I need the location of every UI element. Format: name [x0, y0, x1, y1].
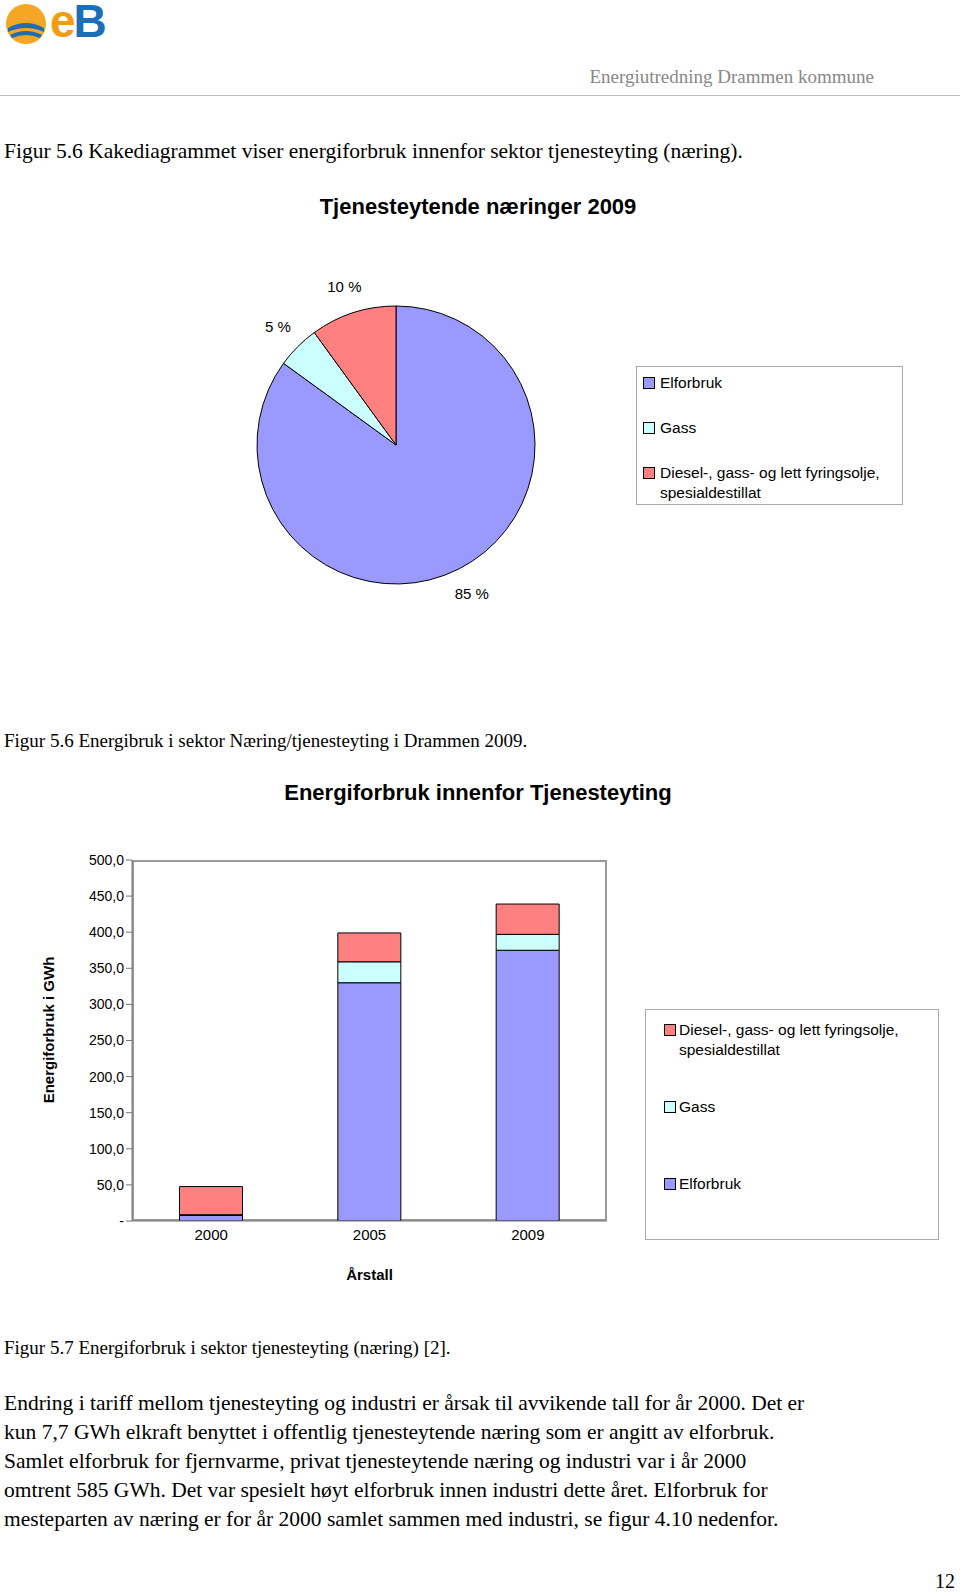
html-text:Årstall: Årstall — [346, 1266, 393, 1283]
svg-text:150,0: 150,0 — [89, 1105, 124, 1121]
html-text:Samlet elforbruk for fjernvarm: Samlet elforbruk for fjernvarme, privat … — [4, 1449, 747, 1473]
svg-text:200,0: 200,0 — [89, 1069, 124, 1085]
svg-text:2000: 2000 — [194, 1226, 227, 1243]
svg-text:250,0: 250,0 — [89, 1032, 124, 1048]
svg-text:300,0: 300,0 — [89, 996, 124, 1012]
svg-text:350,0: 350,0 — [89, 960, 124, 976]
svg-text:10 %: 10 % — [327, 278, 361, 295]
html-text:Figur 5.6 Kakediagrammet viser: Figur 5.6 Kakediagrammet viser energifor… — [4, 139, 743, 163]
html-text:Energiutredning Drammen kommun: Energiutredning Drammen kommune — [589, 66, 874, 87]
svg-text:50,0: 50,0 — [97, 1177, 124, 1193]
svg-text:450,0: 450,0 — [89, 888, 124, 904]
html-text:Figur 5.7 Energiforbruk i sekt: Figur 5.7 Energiforbruk i sektor tjenest… — [4, 1337, 451, 1358]
html-text:Elforbruk: Elforbruk — [679, 1175, 741, 1192]
html-text:Energiforbruk innenfor Tjenest: Energiforbruk innenfor Tjenesteyting — [284, 780, 672, 805]
html-text:mesteparten av næring er for å: mesteparten av næring er for år 2000 sam… — [4, 1507, 779, 1531]
svg-text:85 %: 85 % — [455, 585, 489, 602]
svg-text:400,0: 400,0 — [89, 924, 124, 940]
svg-text:2005: 2005 — [353, 1226, 386, 1243]
html-text:Diesel-, gass- og lett fyrings: Diesel-, gass- og lett fyringsolje, spes… — [660, 464, 880, 501]
html-text:omtrent 585 GWh. Det var spesi: omtrent 585 GWh. Det var spesielt høyt e… — [4, 1478, 768, 1502]
svg-text:500,0: 500,0 — [89, 852, 124, 868]
html-text:Figur 5.6 Energibruk i sektor: Figur 5.6 Energibruk i sektor Næring/tje… — [4, 730, 528, 751]
html-text:Endring i tariff mellom tjenes: Endring i tariff mellom tjenesteyting og… — [4, 1391, 805, 1415]
svg-text:-: - — [119, 1213, 124, 1229]
html-text:Gass: Gass — [660, 419, 697, 436]
html-text:Elforbruk: Elforbruk — [660, 374, 722, 391]
html-text:12: 12 — [935, 1570, 955, 1592]
html-text:kun 7,7 GWh elkraft benyttet i: kun 7,7 GWh elkraft benyttet i offentlig… — [4, 1420, 775, 1444]
html-text:Tjenesteytende næringer 2009: Tjenesteytende næringer 2009 — [319, 194, 637, 219]
html-text:Gass: Gass — [679, 1098, 716, 1115]
html-text:Diesel-, gass- og lett fyrings: Diesel-, gass- og lett fyringsolje, spes… — [679, 1021, 899, 1058]
svg-text:100,0: 100,0 — [89, 1141, 124, 1157]
svg-text:2009: 2009 — [511, 1226, 544, 1243]
svg-text:5 %: 5 % — [265, 318, 291, 335]
html-text:Energiforbruk i GWh: Energiforbruk i GWh — [39, 956, 57, 1104]
